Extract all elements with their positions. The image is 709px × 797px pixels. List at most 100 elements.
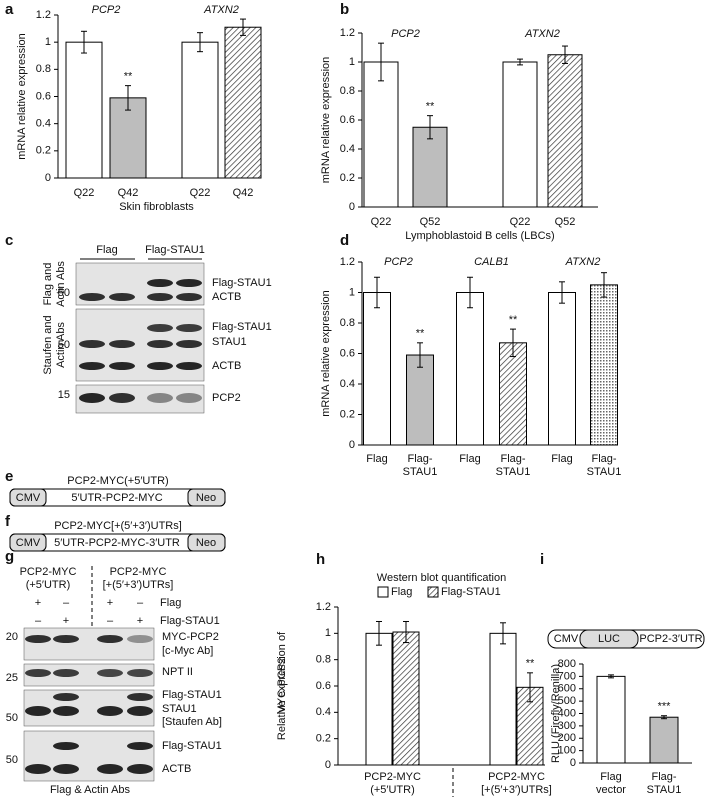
group-label: PCP2 bbox=[92, 4, 121, 16]
significance: *** bbox=[658, 701, 672, 713]
band bbox=[53, 764, 79, 774]
band-label: PCP2 bbox=[212, 392, 241, 404]
y-tick-label: 300 bbox=[558, 720, 576, 732]
x-tick-label: STAU1 bbox=[587, 466, 622, 478]
y-tick-label: 1.2 bbox=[316, 601, 331, 613]
lane-header: PCP2-MYC bbox=[110, 566, 167, 578]
band bbox=[147, 279, 173, 287]
band bbox=[97, 764, 123, 774]
mw-marker: 50 bbox=[6, 712, 18, 724]
construct-label: Neo bbox=[196, 492, 216, 504]
x-tick-label: Flag- bbox=[591, 453, 616, 465]
band bbox=[53, 742, 79, 750]
x-tick-label: Q22 bbox=[510, 216, 531, 228]
blot bbox=[23, 627, 155, 661]
x-axis-label: Skin fibroblasts bbox=[119, 201, 194, 213]
band bbox=[79, 340, 105, 348]
x-tick-label: Flag bbox=[366, 453, 387, 465]
construct-part bbox=[187, 533, 226, 552]
group-label: PCP2 bbox=[384, 256, 413, 268]
mw-marker: 50 bbox=[58, 339, 70, 351]
x-tick-label: Q52 bbox=[420, 216, 441, 228]
legend-swatch bbox=[377, 586, 389, 598]
panel-label: c bbox=[5, 232, 13, 249]
treatment-sign: + bbox=[63, 615, 69, 627]
y-tick-label: 500 bbox=[558, 695, 576, 707]
treatment-name: Flag-STAU1 bbox=[160, 615, 220, 627]
treatment-sign: – bbox=[107, 615, 114, 627]
lane-header: (+5′UTR) bbox=[26, 579, 71, 591]
panel-label: b bbox=[340, 1, 349, 18]
band bbox=[147, 324, 173, 332]
treatment-sign: + bbox=[137, 615, 143, 627]
band bbox=[127, 742, 153, 750]
x-tick-label: Flag bbox=[600, 771, 621, 783]
x-tick-label: Q22 bbox=[74, 187, 95, 199]
x-tick-label: PCP2-MYC bbox=[488, 771, 545, 783]
y-tick-label: 0.4 bbox=[316, 706, 331, 718]
x-tick-label: Flag- bbox=[651, 771, 676, 783]
band bbox=[176, 393, 202, 403]
y-tick-label: 0 bbox=[45, 172, 51, 184]
y-tick-label: 0.8 bbox=[340, 317, 355, 329]
lane-group: Flag-STAU1 bbox=[145, 244, 205, 256]
panel-label: d bbox=[340, 232, 349, 249]
antibody-label: Actin Abs bbox=[55, 322, 67, 368]
mw-marker: 15 bbox=[58, 389, 70, 401]
treatment-sign: – bbox=[137, 597, 144, 609]
legend-label: Flag-STAU1 bbox=[441, 586, 501, 598]
band-label: NPT II bbox=[162, 666, 193, 678]
band-label: STAU1 bbox=[162, 703, 197, 715]
blot-footer: Flag & Actin Abs bbox=[50, 784, 131, 796]
band bbox=[127, 764, 153, 774]
band bbox=[176, 324, 202, 332]
band bbox=[127, 669, 153, 677]
significance: ** bbox=[124, 71, 133, 83]
significance: ** bbox=[416, 328, 425, 340]
construct-label: PCP2-3′UTR bbox=[639, 633, 702, 645]
bar bbox=[547, 54, 583, 208]
band bbox=[147, 393, 173, 403]
band bbox=[147, 362, 173, 370]
y-tick-label: 0 bbox=[570, 757, 576, 769]
band bbox=[127, 635, 153, 643]
y-tick-label: 0.8 bbox=[316, 654, 331, 666]
band-label: STAU1 bbox=[212, 336, 247, 348]
band bbox=[97, 706, 123, 716]
construct-part bbox=[9, 533, 47, 552]
chart-title: Western blot quantification bbox=[377, 572, 506, 584]
y-tick-label: 0.6 bbox=[316, 680, 331, 692]
y-axis-label: mRNA relative expression bbox=[320, 290, 332, 417]
group-label: ATXN2 bbox=[565, 256, 601, 268]
mw-marker: 50 bbox=[58, 287, 70, 299]
y-tick-label: 0.4 bbox=[340, 378, 355, 390]
lane-header: PCP2-MYC bbox=[20, 566, 77, 578]
band-label: ACTB bbox=[212, 291, 241, 303]
x-tick-label: [+(5′+3′)UTRs] bbox=[481, 784, 552, 796]
band bbox=[79, 362, 105, 370]
band bbox=[176, 362, 202, 370]
panel-label: i bbox=[540, 551, 544, 568]
antibody-label: Flag and bbox=[42, 263, 54, 306]
panel-label: a bbox=[5, 1, 14, 18]
y-tick-label: 0 bbox=[349, 201, 355, 213]
significance: ** bbox=[509, 314, 518, 326]
band bbox=[176, 340, 202, 348]
y-axis-label: mRNA relative expression bbox=[16, 33, 28, 160]
y-tick-label: 1 bbox=[349, 286, 355, 298]
band-label: ACTB bbox=[162, 763, 191, 775]
band bbox=[127, 693, 153, 701]
band-label: [c-Myc Ab] bbox=[162, 645, 213, 657]
antibody-label: Staufen and bbox=[42, 315, 54, 374]
y-tick-label: 0.6 bbox=[340, 114, 355, 126]
treatment-sign: + bbox=[107, 597, 113, 609]
panel-label: h bbox=[316, 551, 325, 568]
y-tick-label: 1 bbox=[325, 627, 331, 639]
panel-label: g bbox=[5, 548, 14, 565]
y-tick-label: 0.2 bbox=[316, 733, 331, 745]
bar bbox=[363, 61, 399, 208]
treatment-sign: + bbox=[35, 597, 41, 609]
construct-part bbox=[187, 488, 226, 507]
bar bbox=[181, 41, 219, 179]
band-label: Flag-STAU1 bbox=[162, 740, 222, 752]
